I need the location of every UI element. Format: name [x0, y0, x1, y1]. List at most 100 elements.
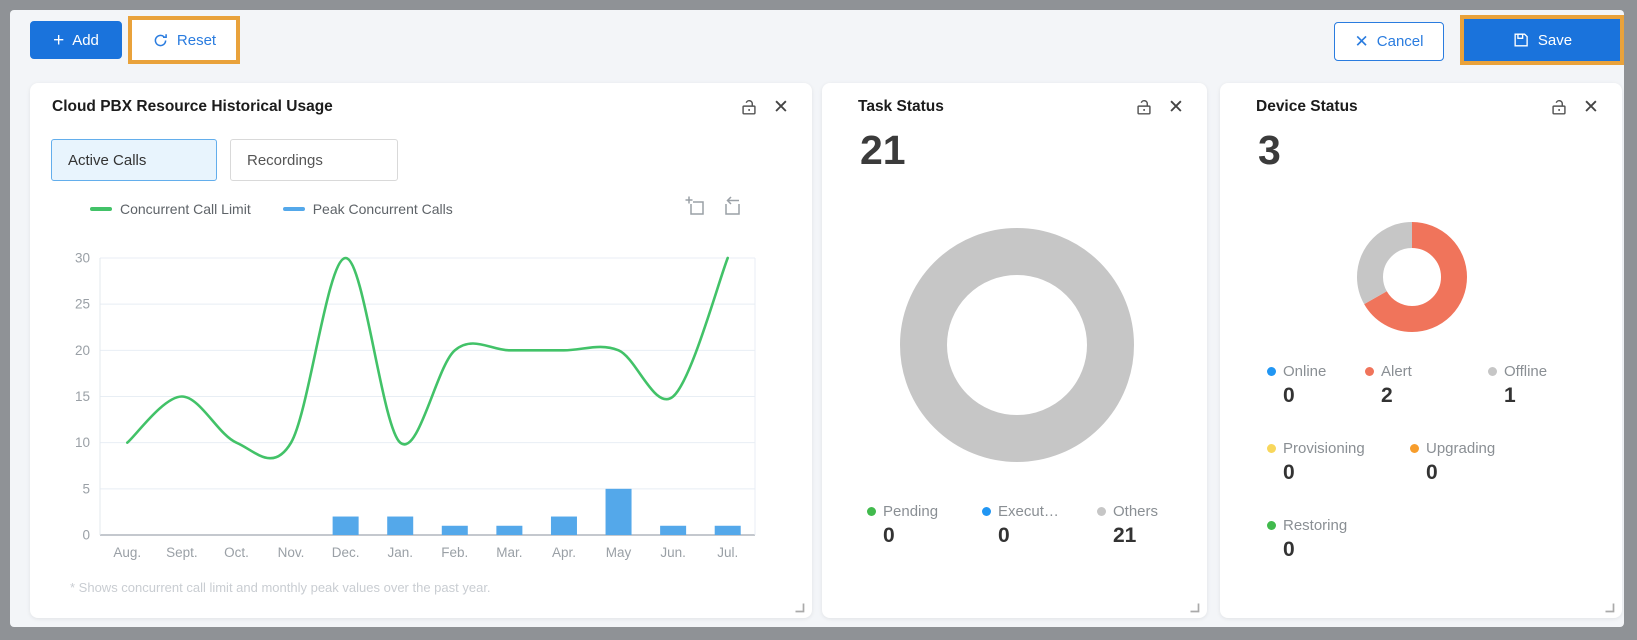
- task-total-count: 21: [860, 127, 906, 173]
- device-legend-upgrading: Upgrading 0: [1410, 440, 1495, 485]
- task-card-title: Task Status: [858, 98, 944, 115]
- svg-text:Sept.: Sept.: [166, 545, 198, 560]
- pending-count: 0: [883, 524, 895, 547]
- provisioning-count: 0: [1283, 461, 1295, 484]
- svg-text:Jan.: Jan.: [387, 545, 413, 560]
- legend-label: Others: [1113, 503, 1159, 520]
- executing-count: 0: [998, 524, 1010, 547]
- plus-icon: +: [53, 29, 65, 51]
- add-button[interactable]: + Add: [30, 21, 122, 59]
- device-legend-online: Online 0: [1267, 363, 1326, 408]
- save-disk-icon: [1512, 31, 1530, 49]
- green-line-swatch: [90, 207, 112, 211]
- svg-text:0: 0: [82, 528, 90, 543]
- svg-text:Nov.: Nov.: [278, 545, 305, 560]
- svg-text:20: 20: [75, 343, 90, 358]
- dashboard-edit-canvas: + Add Reset ✕ Cancel Save: [10, 10, 1624, 627]
- alert-dot: [1365, 367, 1374, 376]
- widget-card-device-status: Device Status ✕ 3 Online 0 Alert 2 Offli…: [1220, 83, 1622, 618]
- svg-text:5: 5: [82, 481, 90, 496]
- chart-toolbox: [684, 195, 742, 219]
- others-count: 21: [1113, 524, 1137, 547]
- legend-peak-concurrent-calls[interactable]: Peak Concurrent Calls: [282, 201, 453, 217]
- refresh-icon: [152, 32, 169, 49]
- unlock-icon[interactable]: [1133, 96, 1155, 118]
- task-status-donut-chart: [900, 228, 1134, 462]
- legend-label: Concurrent Call Limit: [120, 201, 251, 217]
- device-legend-provisioning: Provisioning 0: [1267, 440, 1365, 485]
- svg-text:Mar.: Mar.: [496, 545, 522, 560]
- tab-active-calls[interactable]: Active Calls: [51, 139, 217, 181]
- reset-highlight-annotation: Reset: [128, 16, 240, 64]
- pbx-chart-legend: Concurrent Call Limit Peak Concurrent Ca…: [90, 201, 453, 217]
- tab-recordings[interactable]: Recordings: [230, 139, 398, 181]
- others-dot: [1097, 507, 1106, 516]
- restoring-dot: [1267, 521, 1276, 530]
- save-highlight-annotation: Save: [1460, 15, 1624, 65]
- resize-handle[interactable]: [1189, 602, 1200, 613]
- add-button-label: Add: [72, 31, 99, 49]
- legend-label: Alert: [1381, 363, 1412, 380]
- blue-line-swatch: [282, 207, 305, 211]
- legend-label: Restoring: [1283, 517, 1348, 534]
- svg-text:Jul.: Jul.: [717, 545, 738, 560]
- task-legend-executing: Execut… 0: [982, 503, 1059, 548]
- legend-concurrent-call-limit[interactable]: Concurrent Call Limit: [90, 201, 251, 217]
- device-legend-restoring: Restoring 0: [1267, 517, 1347, 562]
- reset-button[interactable]: Reset: [132, 20, 236, 60]
- svg-text:Apr.: Apr.: [552, 545, 576, 560]
- legend-label: Peak Concurrent Calls: [312, 201, 453, 217]
- unlock-icon[interactable]: [738, 96, 760, 118]
- close-icon[interactable]: ✕: [1168, 96, 1184, 118]
- device-total-count: 3: [1258, 127, 1281, 173]
- svg-text:Dec.: Dec.: [332, 545, 360, 560]
- upgrading-count: 0: [1426, 461, 1438, 484]
- restore-icon[interactable]: [720, 195, 742, 219]
- tab-active-calls-label: Active Calls: [68, 151, 147, 169]
- legend-label: Execut…: [998, 503, 1059, 520]
- legend-label: Online: [1283, 363, 1327, 380]
- svg-text:May: May: [606, 545, 632, 560]
- svg-text:Feb.: Feb.: [441, 545, 468, 560]
- widget-card-task-status: Task Status ✕ 21 Pending 0 Execut… 0 Oth…: [822, 83, 1207, 618]
- upgrading-dot: [1410, 444, 1419, 453]
- close-icon[interactable]: ✕: [1583, 96, 1599, 118]
- data-zoom-icon[interactable]: [684, 195, 706, 219]
- svg-text:Oct.: Oct.: [224, 545, 249, 560]
- resize-handle[interactable]: [794, 602, 805, 613]
- cancel-button[interactable]: ✕ Cancel: [1334, 22, 1444, 61]
- unlock-icon[interactable]: [1548, 96, 1570, 118]
- pending-dot: [867, 507, 876, 516]
- pbx-card-title: Cloud PBX Resource Historical Usage: [52, 98, 333, 115]
- widget-card-pbx-usage: Cloud PBX Resource Historical Usage ✕ Ac…: [30, 83, 812, 618]
- task-legend-pending: Pending 0: [867, 503, 938, 548]
- executing-dot: [982, 507, 991, 516]
- online-dot: [1267, 367, 1276, 376]
- device-legend-offline: Offline 1: [1488, 363, 1547, 408]
- cancel-x-icon: ✕: [1354, 32, 1369, 51]
- legend-label: Offline: [1504, 363, 1548, 380]
- svg-text:30: 30: [75, 251, 90, 266]
- svg-text:25: 25: [75, 297, 90, 312]
- pbx-usage-chart[interactable]: 0 5 10 15 20 25 30 Aug. Sept. Oct. Nov. Dec. Jan. Feb…: [70, 244, 770, 564]
- device-legend-alert: Alert 2: [1365, 363, 1412, 408]
- save-button-label: Save: [1537, 31, 1573, 49]
- svg-text:Aug.: Aug.: [113, 545, 141, 560]
- task-legend-others: Others 21: [1097, 503, 1158, 548]
- device-card-title: Device Status: [1256, 98, 1358, 115]
- save-button[interactable]: Save: [1464, 19, 1620, 61]
- svg-text:15: 15: [75, 389, 90, 404]
- device-status-donut-chart: [1357, 222, 1467, 332]
- tab-recordings-label: Recordings: [247, 151, 323, 169]
- provisioning-dot: [1267, 444, 1276, 453]
- close-icon[interactable]: ✕: [773, 96, 789, 118]
- restoring-count: 0: [1283, 538, 1295, 561]
- reset-button-label: Reset: [176, 31, 217, 49]
- offline-count: 1: [1504, 384, 1516, 407]
- legend-label: Pending: [883, 503, 939, 520]
- cancel-button-label: Cancel: [1376, 33, 1424, 50]
- legend-label: Upgrading: [1426, 440, 1496, 457]
- svg-text:Jun.: Jun.: [660, 545, 686, 560]
- resize-handle[interactable]: [1604, 602, 1615, 613]
- alert-count: 2: [1381, 384, 1393, 407]
